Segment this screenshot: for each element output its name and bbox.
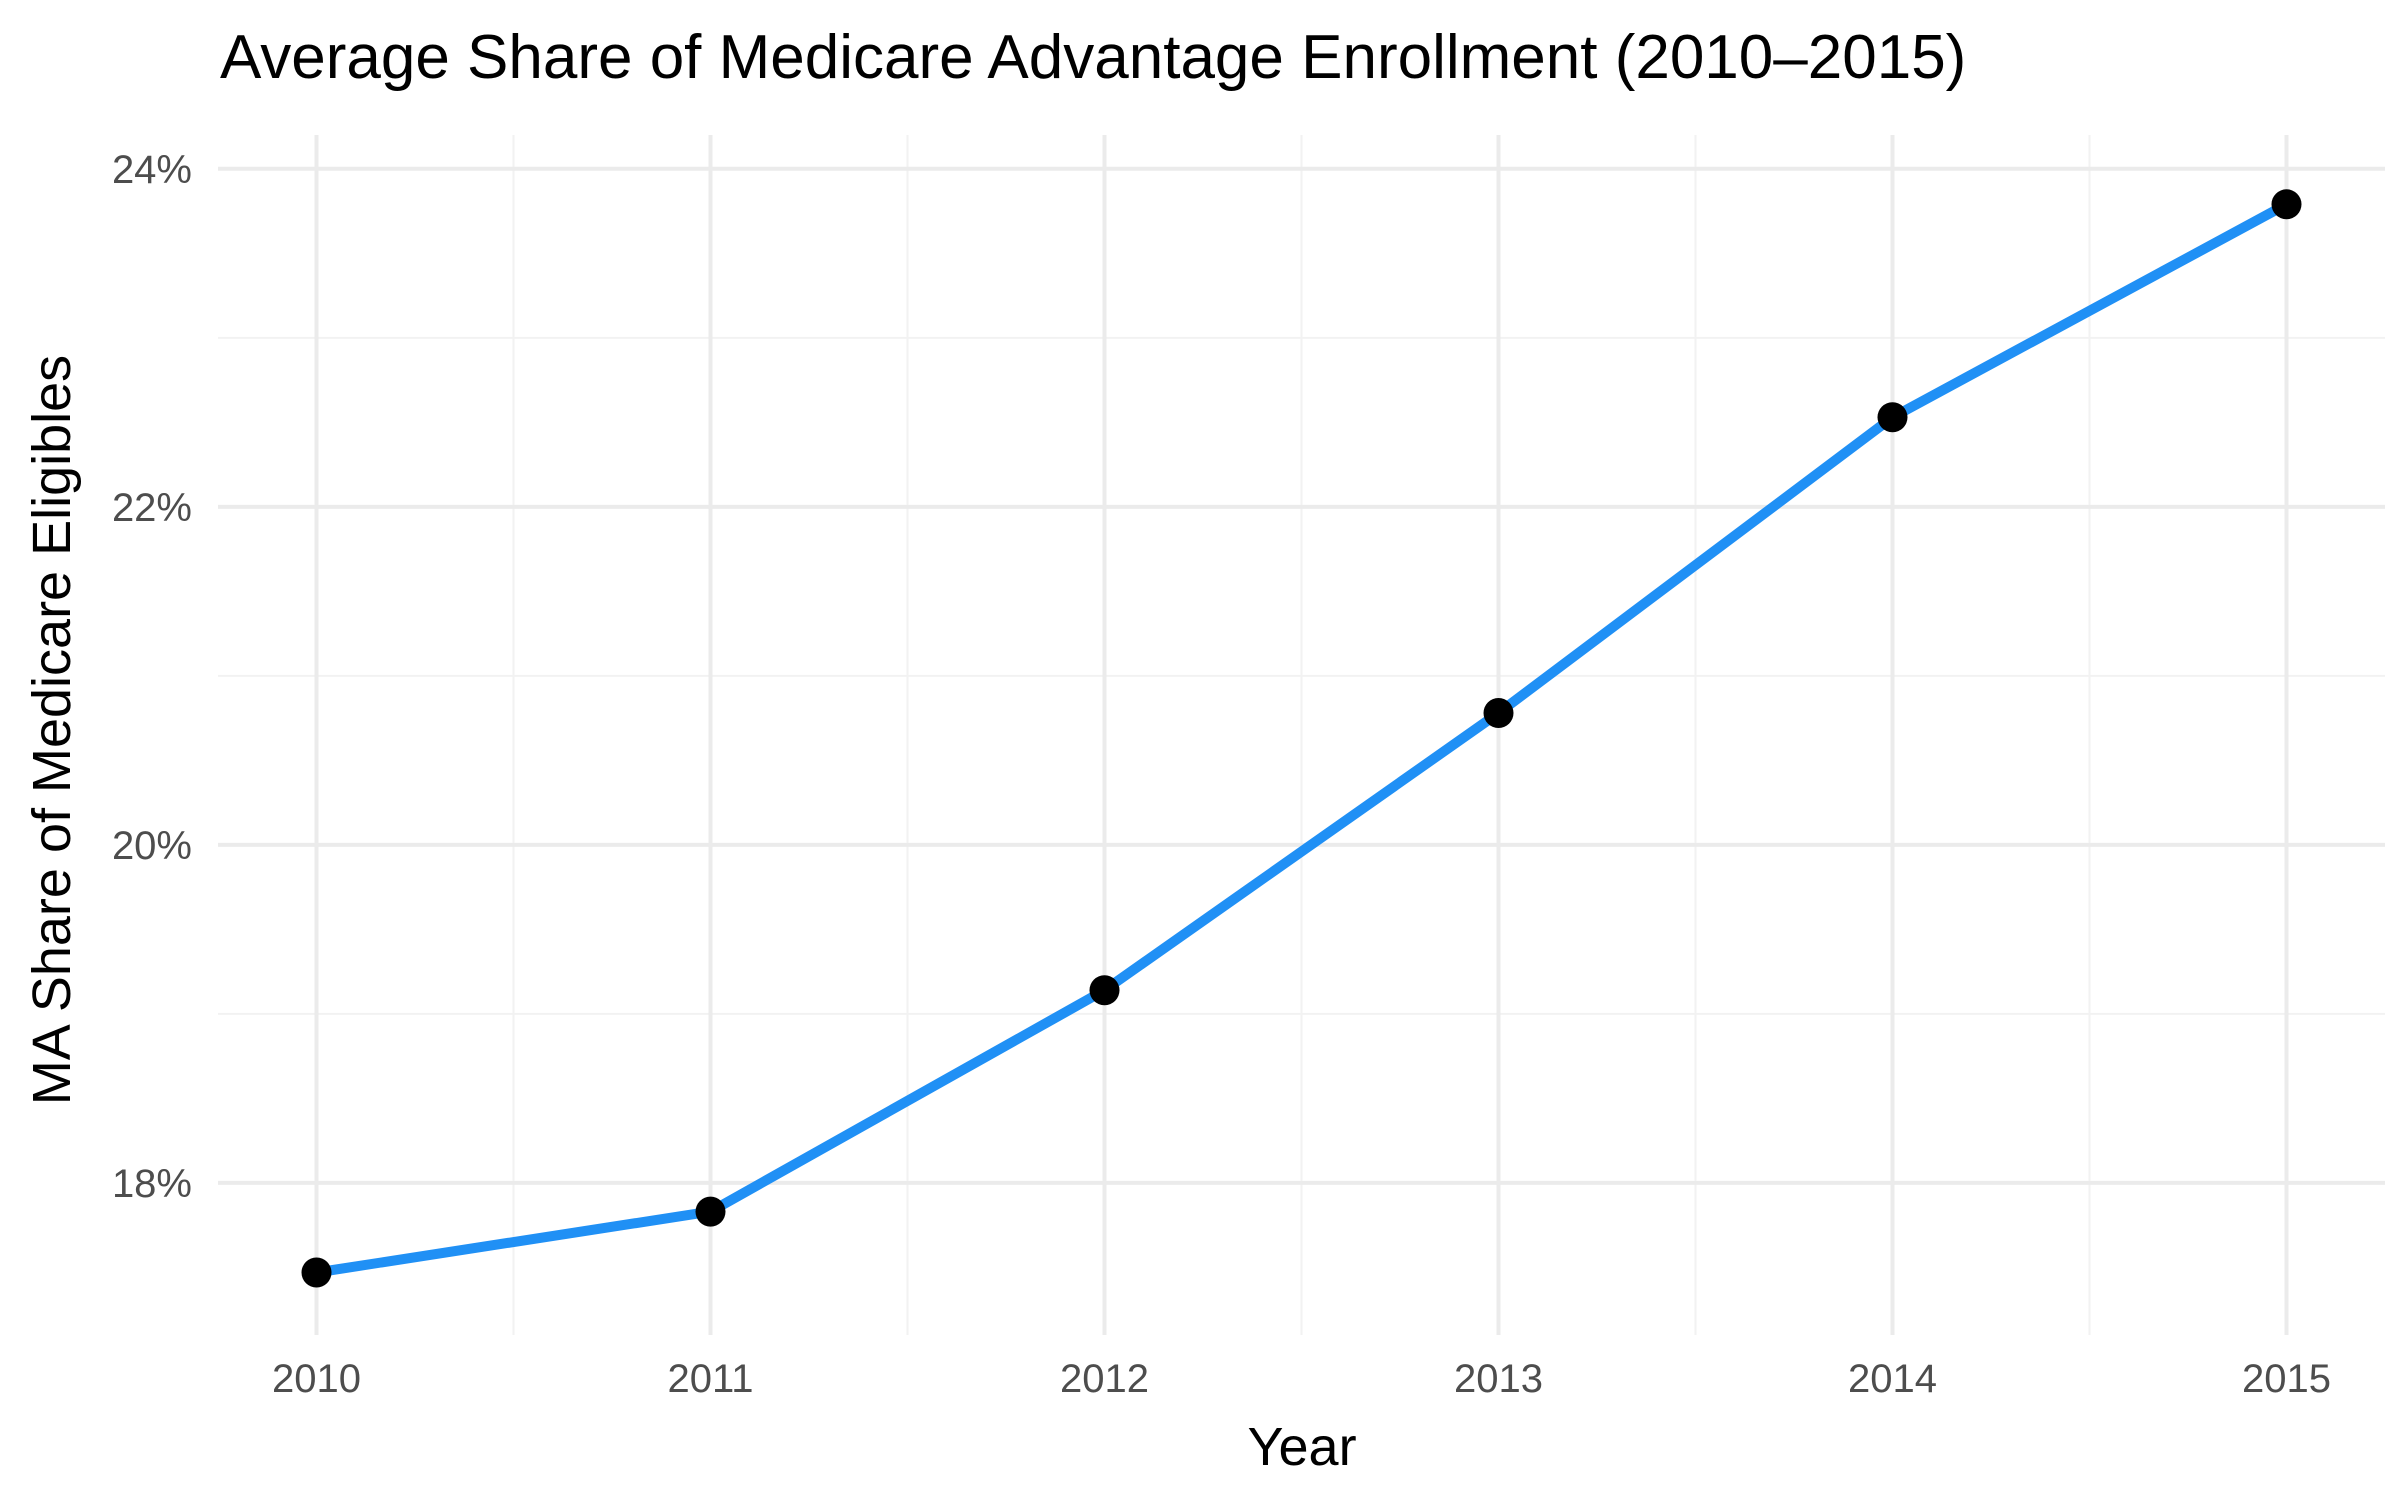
x-tick-labels: 2010 2011 2012 2013 2014 2015 [272,1357,2331,1401]
data-point [1877,402,1908,433]
grid-lines [218,135,2385,1335]
data-point [1089,975,1120,1006]
x-tick-label: 2014 [1848,1357,1937,1401]
y-tick-label: 20% [112,824,192,868]
data-point [301,1257,332,1288]
data-point [2271,189,2302,220]
data-points [301,189,2302,1288]
y-axis-title: MA Share of Medicare Eligibles [22,355,82,1105]
y-tick-label: 18% [112,1162,192,1206]
x-tick-label: 2015 [2242,1357,2331,1401]
chart-title: Average Share of Medicare Advantage Enro… [220,23,1966,92]
y-tick-labels: 18% 20% 22% 24% [112,148,192,1206]
series-line [311,199,2292,1278]
data-point [1483,698,1514,729]
x-tick-label: 2012 [1060,1357,1149,1401]
y-tick-label: 24% [112,148,192,192]
x-axis-title: Year [1247,1417,1356,1477]
y-tick-label: 22% [112,486,192,530]
x-tick-label: 2011 [667,1357,753,1401]
data-point [695,1196,726,1227]
x-tick-label: 2010 [272,1357,361,1401]
x-tick-label: 2013 [1454,1357,1543,1401]
